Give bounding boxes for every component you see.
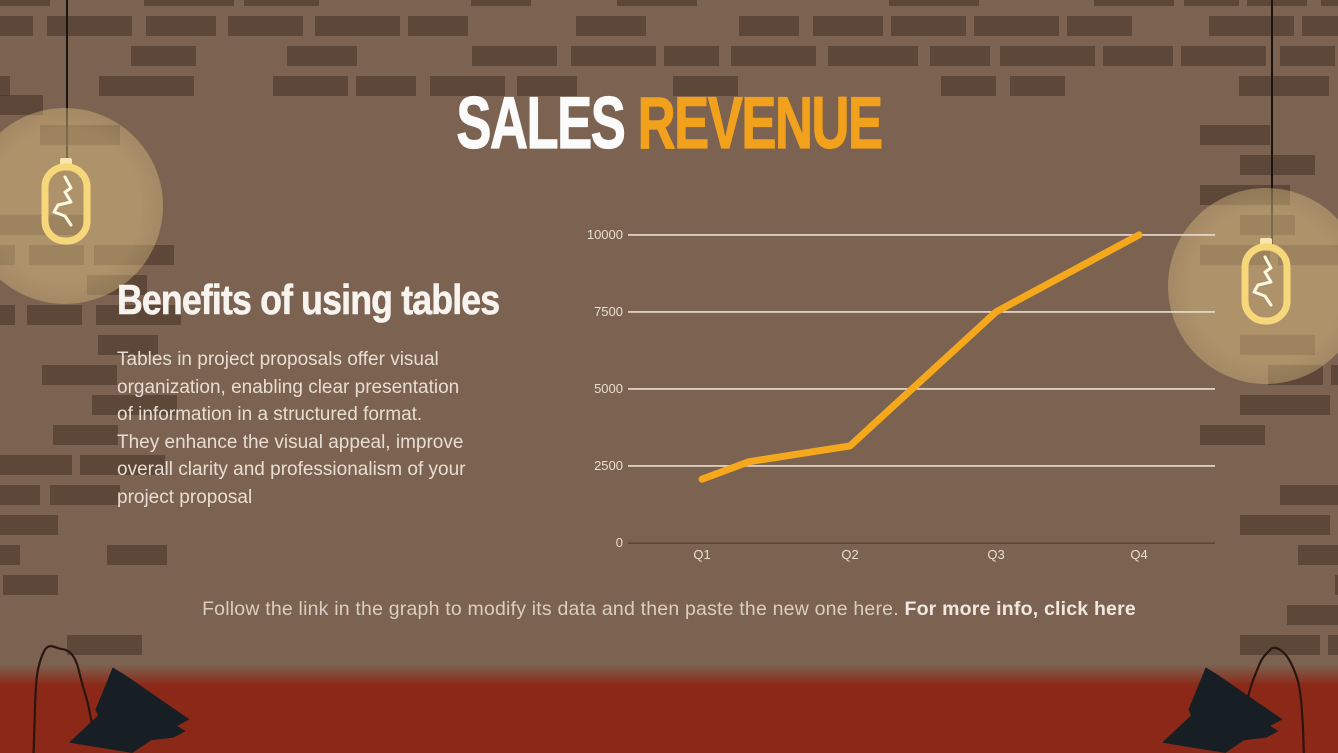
svg-text:7500: 7500 xyxy=(594,304,623,319)
svg-text:2500: 2500 xyxy=(594,458,623,473)
svg-text:Q3: Q3 xyxy=(987,547,1004,562)
svg-text:5000: 5000 xyxy=(594,381,623,396)
svg-text:0: 0 xyxy=(616,535,623,550)
svg-text:Q4: Q4 xyxy=(1130,547,1147,562)
svg-text:Q1: Q1 xyxy=(693,547,710,562)
svg-text:10000: 10000 xyxy=(587,227,623,242)
svg-text:Q2: Q2 xyxy=(841,547,858,562)
